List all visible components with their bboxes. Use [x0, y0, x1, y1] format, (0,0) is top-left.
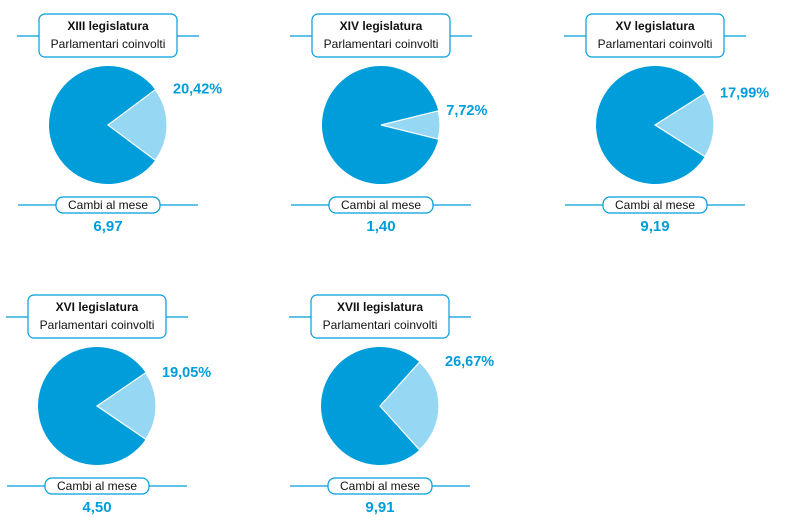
footer-label: Cambi al mese	[68, 198, 148, 212]
chart-subtitle: Parlamentari coinvolti	[40, 318, 155, 332]
pie-slice-highlight	[95, 371, 157, 441]
chart-subtitle: Parlamentari coinvolti	[324, 37, 439, 51]
percentage-label: 17,99%	[720, 85, 769, 101]
pie-slice-highlight	[653, 92, 715, 158]
footer-box	[602, 196, 708, 214]
footer-label: Cambi al mese	[340, 479, 420, 493]
chart-title: XIII legislatura	[67, 19, 149, 33]
footer-value: 6,97	[93, 218, 122, 235]
pie-slice-highlight	[380, 110, 441, 140]
pie-slice-rest	[322, 65, 439, 184]
pie-chart-panel: XVI legislatura Parlamentari coinvolti 19,…	[6, 294, 211, 516]
percentage-label: 26,67%	[445, 354, 494, 370]
pie-slice-highlight	[106, 88, 168, 162]
percentage-label: 19,05%	[162, 365, 211, 381]
chart-title: XIV legislatura	[340, 19, 423, 33]
footer-box	[327, 477, 433, 495]
pie-chart-panel: XV legislatura Parlamentari coinvolti 17,9…	[564, 13, 769, 235]
percentage-label: 20,42%	[173, 82, 222, 98]
title-box	[27, 294, 167, 339]
title-box	[311, 13, 451, 58]
footer-value: 1,40	[366, 218, 395, 235]
pie-slice-rest	[49, 66, 156, 185]
footer-box	[44, 477, 150, 495]
footer-label: Cambi al mese	[341, 198, 421, 212]
pie-slice-rest	[596, 66, 705, 185]
footer-value: 9,91	[365, 499, 394, 516]
pie-slice-highlight	[379, 361, 440, 451]
title-box	[310, 294, 450, 339]
pie-chart-panel: XVII legislatura Parlamentari coinvolti 26…	[289, 294, 494, 516]
chart-subtitle: Parlamentari coinvolti	[598, 37, 713, 51]
pie-slice-rest	[320, 347, 420, 466]
footer-box	[55, 196, 161, 214]
percentage-label: 7,72%	[446, 103, 487, 119]
footer-value: 4,50	[82, 499, 111, 516]
pie-chart-panel: XIV legislatura Parlamentari coinvolti 7,7…	[290, 13, 487, 235]
footer-value: 9,19	[640, 218, 669, 235]
footer-box	[328, 196, 434, 214]
chart-title: XV legislatura	[615, 19, 695, 33]
pie-slice-rest	[38, 347, 146, 466]
chart-subtitle: Parlamentari coinvolti	[51, 37, 166, 51]
chart-title: XVI legislatura	[56, 300, 139, 314]
pie-chart-panel: XIII legislatura Parlamentari coinvolti 20…	[17, 13, 222, 235]
footer-label: Cambi al mese	[615, 198, 695, 212]
chart-subtitle: Parlamentari coinvolti	[323, 318, 438, 332]
title-box	[585, 13, 725, 58]
chart-title: XVII legislatura	[337, 300, 423, 314]
title-box	[38, 13, 178, 58]
footer-label: Cambi al mese	[57, 479, 137, 493]
